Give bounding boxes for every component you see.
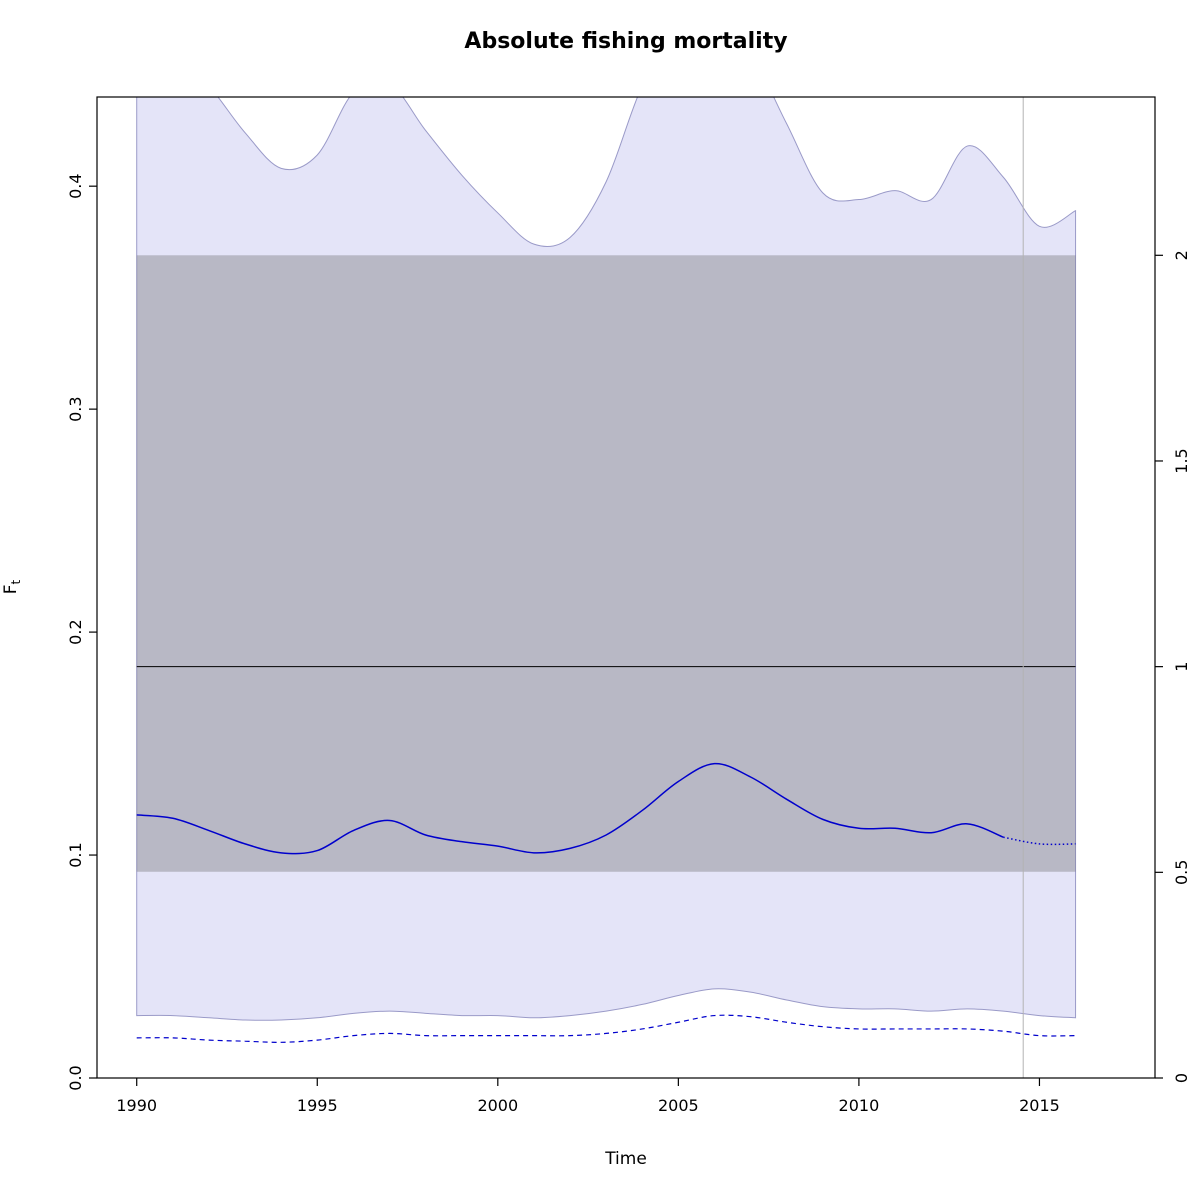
lower-estimate-dashed-line [136, 1014, 1076, 1043]
x-tick-label: 2005 [658, 1096, 699, 1115]
y-tick-label-right: 0.5 [1172, 860, 1191, 885]
y-tick-label-left: 0.4 [66, 173, 85, 198]
y-tick-label-left: 0.2 [66, 619, 85, 644]
y-tick-label-right: 1.5 [1172, 448, 1191, 473]
plot-border [96, 96, 1156, 1079]
axis-labels: Absolute fishing mortality Time Ft 1990 1… [1, 29, 1191, 1169]
median-projection-dotted [1003, 836, 1076, 846]
reference-lines [136, 97, 1076, 1078]
x-tick-label: 2010 [839, 1096, 880, 1115]
median-line [136, 762, 1004, 855]
y-tick-label-right: 0 [1172, 1073, 1191, 1083]
y-tick-label-right: 2 [1172, 250, 1191, 260]
confidence-bands [136, 97, 1077, 1021]
x-tick-label: 1990 [116, 1096, 157, 1115]
chart-title: Absolute fishing mortality [464, 29, 787, 54]
x-tick-label: 2000 [477, 1096, 518, 1115]
data-series [136, 762, 1076, 1043]
x-tick-label: 2015 [1019, 1096, 1060, 1115]
y-tick-label-right: 1 [1172, 662, 1191, 672]
x-axis-label: Time [604, 1149, 647, 1169]
y-axis-label: Ft [1, 579, 23, 594]
axes [89, 96, 1163, 1086]
y-tick-label-left: 0.0 [66, 1065, 85, 1090]
y-tick-label-left: 0.3 [66, 396, 85, 421]
reference-band [136, 255, 1076, 872]
x-tick-label: 1995 [297, 1096, 338, 1115]
y-tick-label-left: 0.1 [66, 842, 85, 867]
outer-confidence-band [136, 97, 1077, 1021]
